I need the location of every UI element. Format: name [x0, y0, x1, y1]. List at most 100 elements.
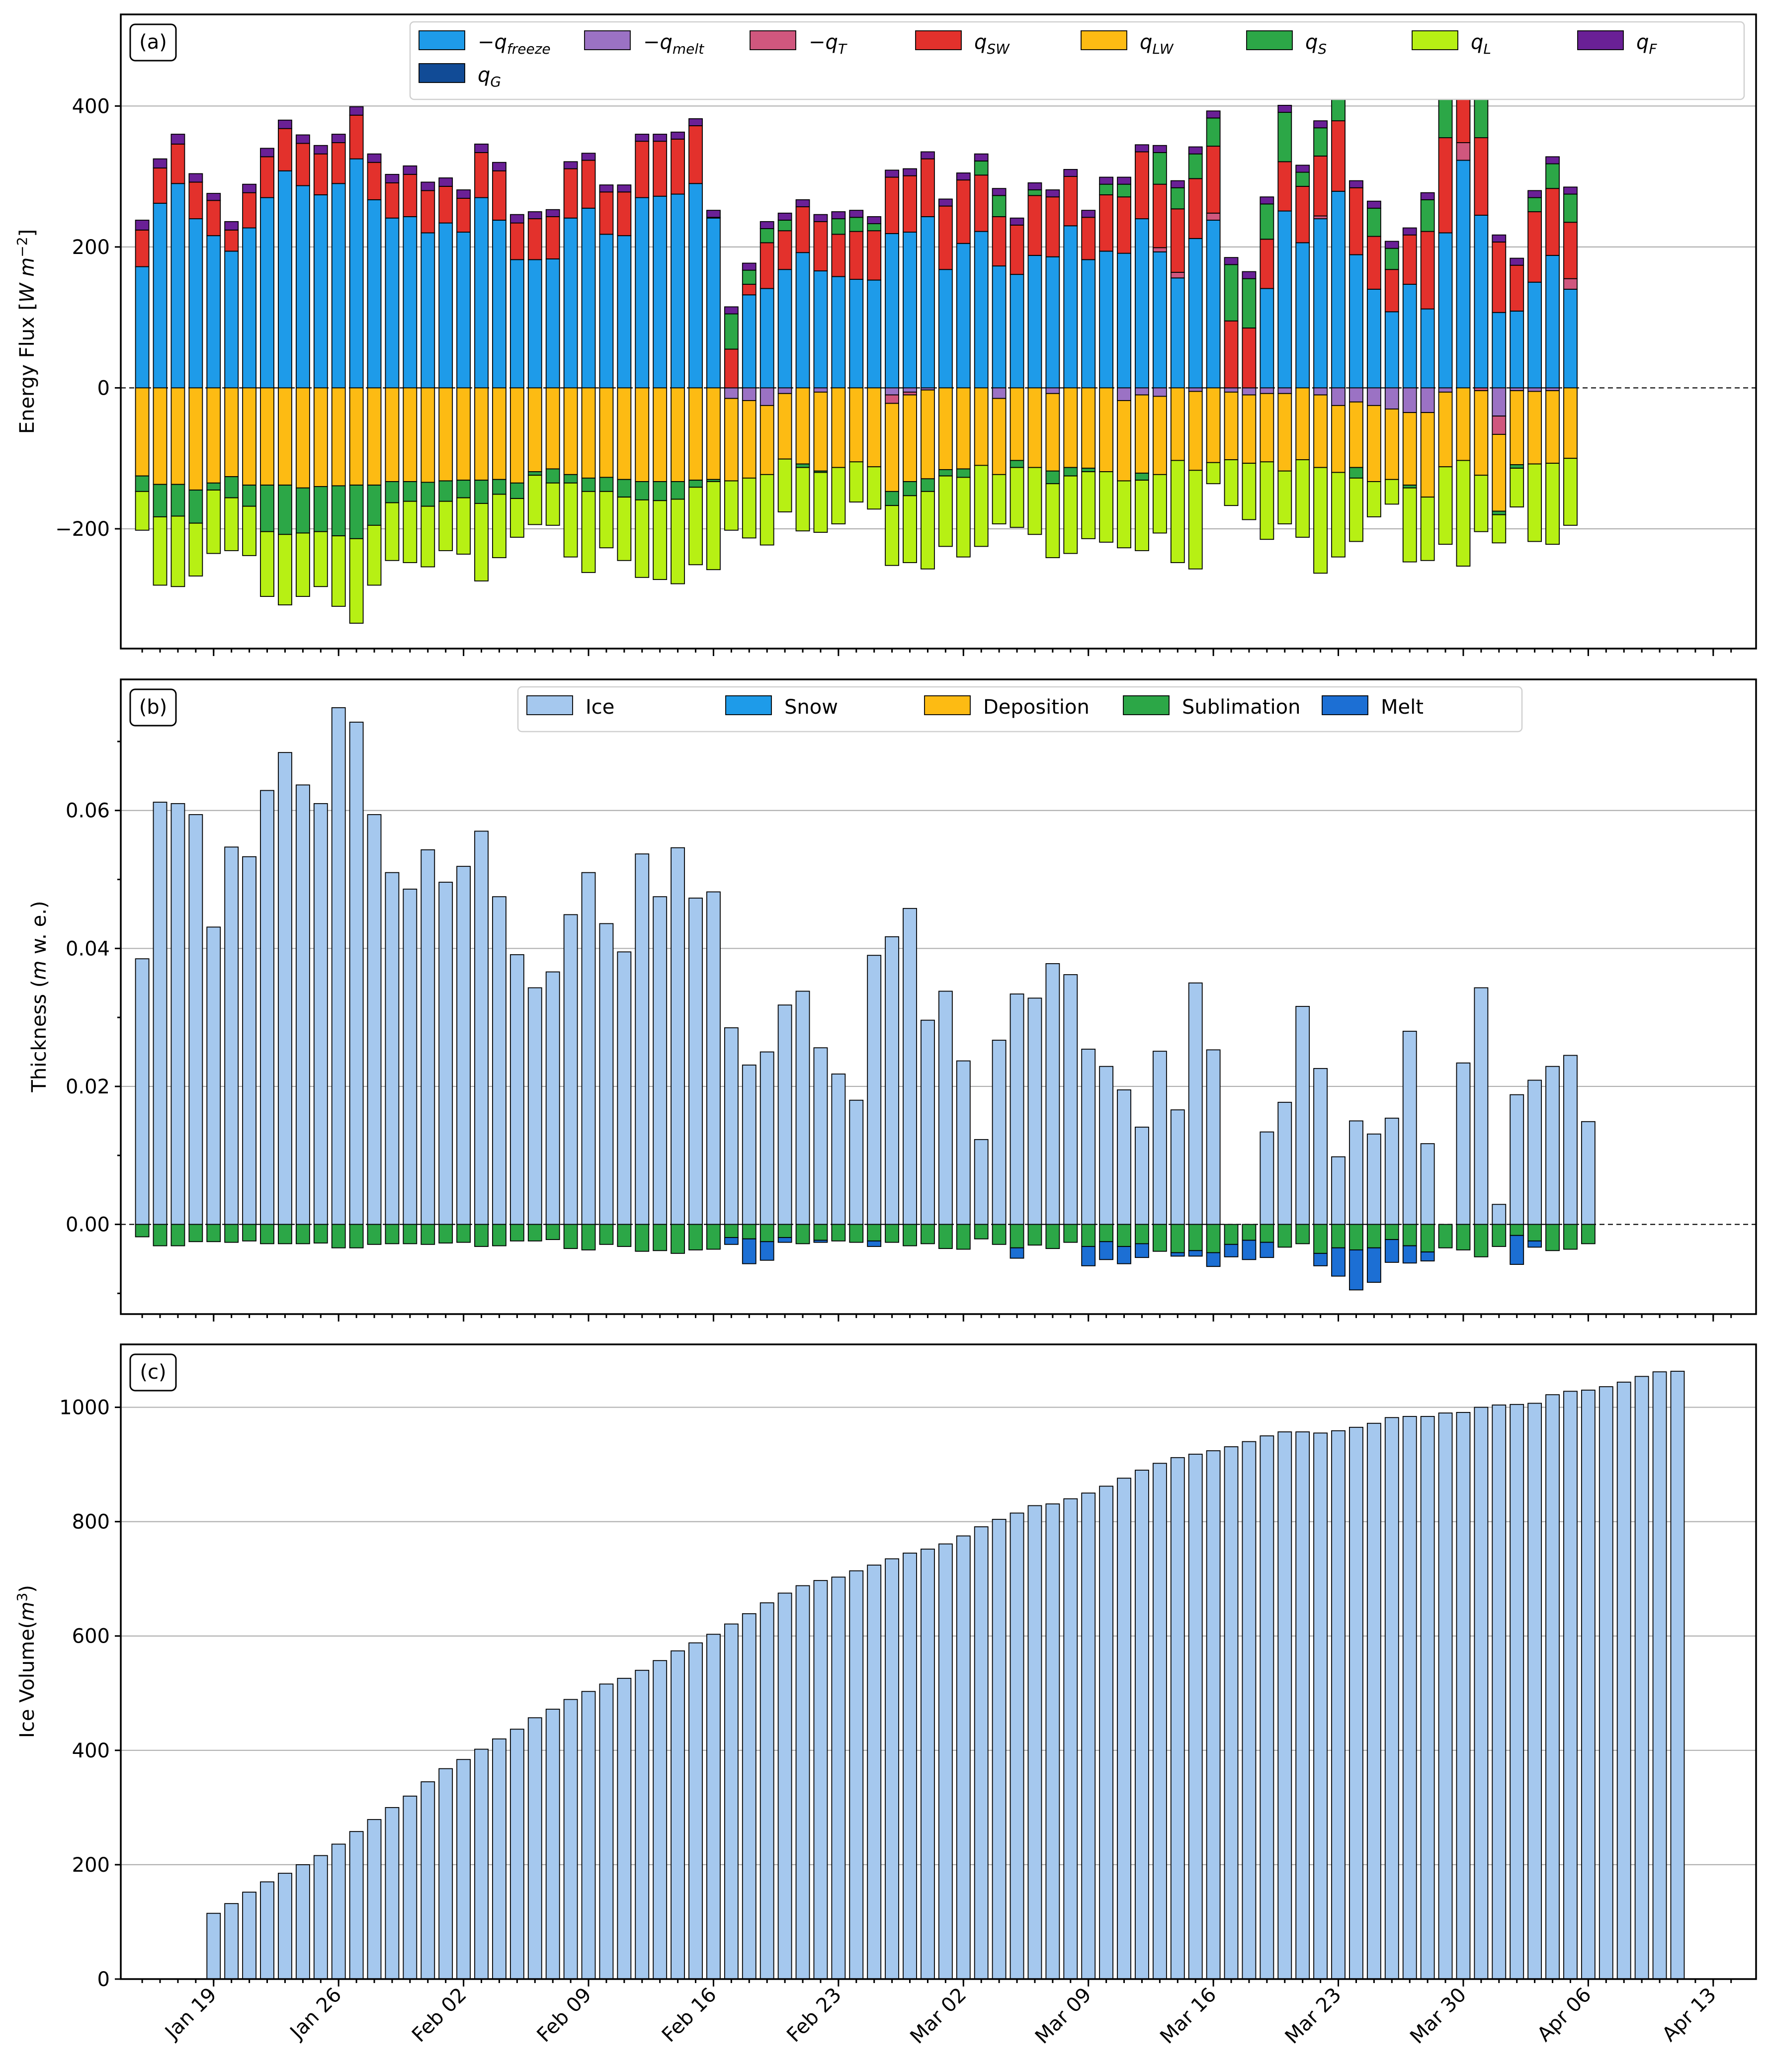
- legend-swatch: [725, 695, 772, 715]
- bar-qSW: [921, 158, 935, 217]
- bar-qLW: [492, 387, 506, 480]
- bar-qLW: [1456, 387, 1471, 461]
- x-tick-label: Feb 02: [408, 1984, 471, 2047]
- bar-ice-volume: [688, 1642, 703, 1980]
- bar-sublimation: [1099, 1224, 1114, 1243]
- bar-qF: [1117, 176, 1131, 185]
- legend-swatch: [1412, 30, 1458, 50]
- bar-sublimation: [653, 1224, 668, 1251]
- bar-qL: [385, 502, 400, 561]
- bar-qfreeze: [527, 259, 542, 389]
- bar-ice: [456, 866, 471, 1225]
- y-tick-label: −200: [55, 518, 110, 541]
- bar-ice-volume: [403, 1795, 418, 1980]
- bar-ice-volume: [385, 1807, 400, 1980]
- bar-qfreeze: [170, 183, 185, 389]
- bar-sublimation: [1260, 1224, 1274, 1243]
- bar-ice-volume: [206, 1912, 221, 1980]
- bar-qS: [1420, 199, 1435, 232]
- bar-qF: [742, 262, 757, 271]
- bar-qSW: [1420, 231, 1435, 310]
- y-tick-label: 0.06: [66, 800, 110, 823]
- bar-qLW: [1277, 393, 1292, 472]
- bar-qL: [921, 491, 935, 570]
- bar-qfreeze: [921, 216, 935, 389]
- bar-ice-volume: [242, 1892, 257, 1980]
- bar-qSW: [885, 176, 900, 234]
- bar-qL: [1349, 477, 1363, 542]
- bar-ice-volume: [956, 1535, 971, 1980]
- bar-qfreeze: [938, 269, 953, 389]
- bar-sublimation: [903, 1224, 917, 1246]
- bar-qF: [1152, 145, 1167, 153]
- bar-qSW: [903, 175, 917, 233]
- bar-ice: [385, 872, 400, 1225]
- legend-swatch: [750, 30, 796, 50]
- panel-a-tag: (a): [139, 31, 167, 54]
- bar-qL: [1295, 459, 1310, 538]
- bar-ice: [1027, 997, 1042, 1225]
- bar-sublimation: [813, 1224, 828, 1241]
- bar-qLW: [938, 387, 953, 470]
- bar-melt: [867, 1240, 882, 1247]
- bar-ice: [1313, 1068, 1328, 1225]
- bar-qF: [1402, 227, 1417, 236]
- bar-qS: [795, 463, 810, 468]
- bar-qSW: [759, 242, 774, 289]
- bar-qfreeze: [492, 220, 506, 389]
- bar-qSW: [653, 141, 668, 197]
- bar-qLW: [921, 389, 935, 480]
- bar-qfreeze: [813, 270, 828, 389]
- bar-qLW: [224, 387, 239, 477]
- bar-qF: [795, 199, 810, 207]
- bar-qfreeze: [509, 259, 524, 389]
- bar-qfreeze: [1206, 220, 1221, 389]
- bar-qF: [635, 134, 650, 142]
- bar-qfreeze: [956, 243, 971, 389]
- bar-qfreeze: [867, 279, 882, 389]
- bar-ice-volume: [1099, 1486, 1114, 1980]
- bar-qLW: [295, 387, 310, 489]
- bar-qSW: [170, 143, 185, 184]
- bar-ice-volume: [438, 1768, 453, 1980]
- bar-ice-volume: [1045, 1503, 1060, 1980]
- bar-qF: [474, 143, 489, 153]
- panel-a-y-ticks: −200 0 200 400: [55, 95, 121, 541]
- bar-qfreeze: [1188, 238, 1203, 389]
- bar-ice-volume: [1027, 1505, 1042, 1980]
- bar-qL: [1492, 514, 1507, 544]
- bar-qfreeze: [688, 183, 703, 389]
- bar-qF: [563, 161, 578, 169]
- bar-qfreeze: [1474, 215, 1489, 389]
- bar-sublimation: [278, 1224, 292, 1244]
- bar-qSW: [956, 179, 971, 244]
- bar-qfreeze: [403, 216, 418, 389]
- bar-sublimation: [1117, 1224, 1131, 1247]
- bar-qSW: [349, 114, 364, 160]
- bar-qfreeze: [777, 269, 792, 389]
- bar-ice-volume: [921, 1548, 935, 1980]
- bar-sublimation: [1188, 1224, 1203, 1251]
- panel-a-ylabel: Energy Flux [W m−2]: [14, 229, 39, 434]
- bar-qS: [1010, 460, 1024, 468]
- bar-ice: [777, 1004, 792, 1225]
- bar-qL: [813, 472, 828, 533]
- bar-qS: [903, 481, 917, 497]
- bar-sublimation: [742, 1224, 757, 1240]
- bar-qmelt: [1349, 387, 1363, 403]
- bar-qF: [759, 221, 774, 229]
- bar-melt: [1260, 1242, 1274, 1258]
- bar-qF: [260, 148, 274, 158]
- bar-sublimation: [1456, 1224, 1471, 1250]
- bar-qLW: [1224, 392, 1239, 460]
- bar-qS: [1313, 127, 1328, 157]
- bar-sublimation: [1295, 1224, 1310, 1244]
- panel-b-y-ticks: 0.00 0.02 0.04 0.06: [66, 741, 121, 1294]
- bar-qL: [903, 495, 917, 563]
- bar-qL: [974, 465, 989, 547]
- y-tick-label: 0.04: [66, 937, 110, 960]
- bar-qLW: [1384, 409, 1399, 480]
- bar-melt: [1313, 1252, 1328, 1266]
- bar-qSW: [1384, 269, 1399, 313]
- bar-ice: [635, 853, 650, 1225]
